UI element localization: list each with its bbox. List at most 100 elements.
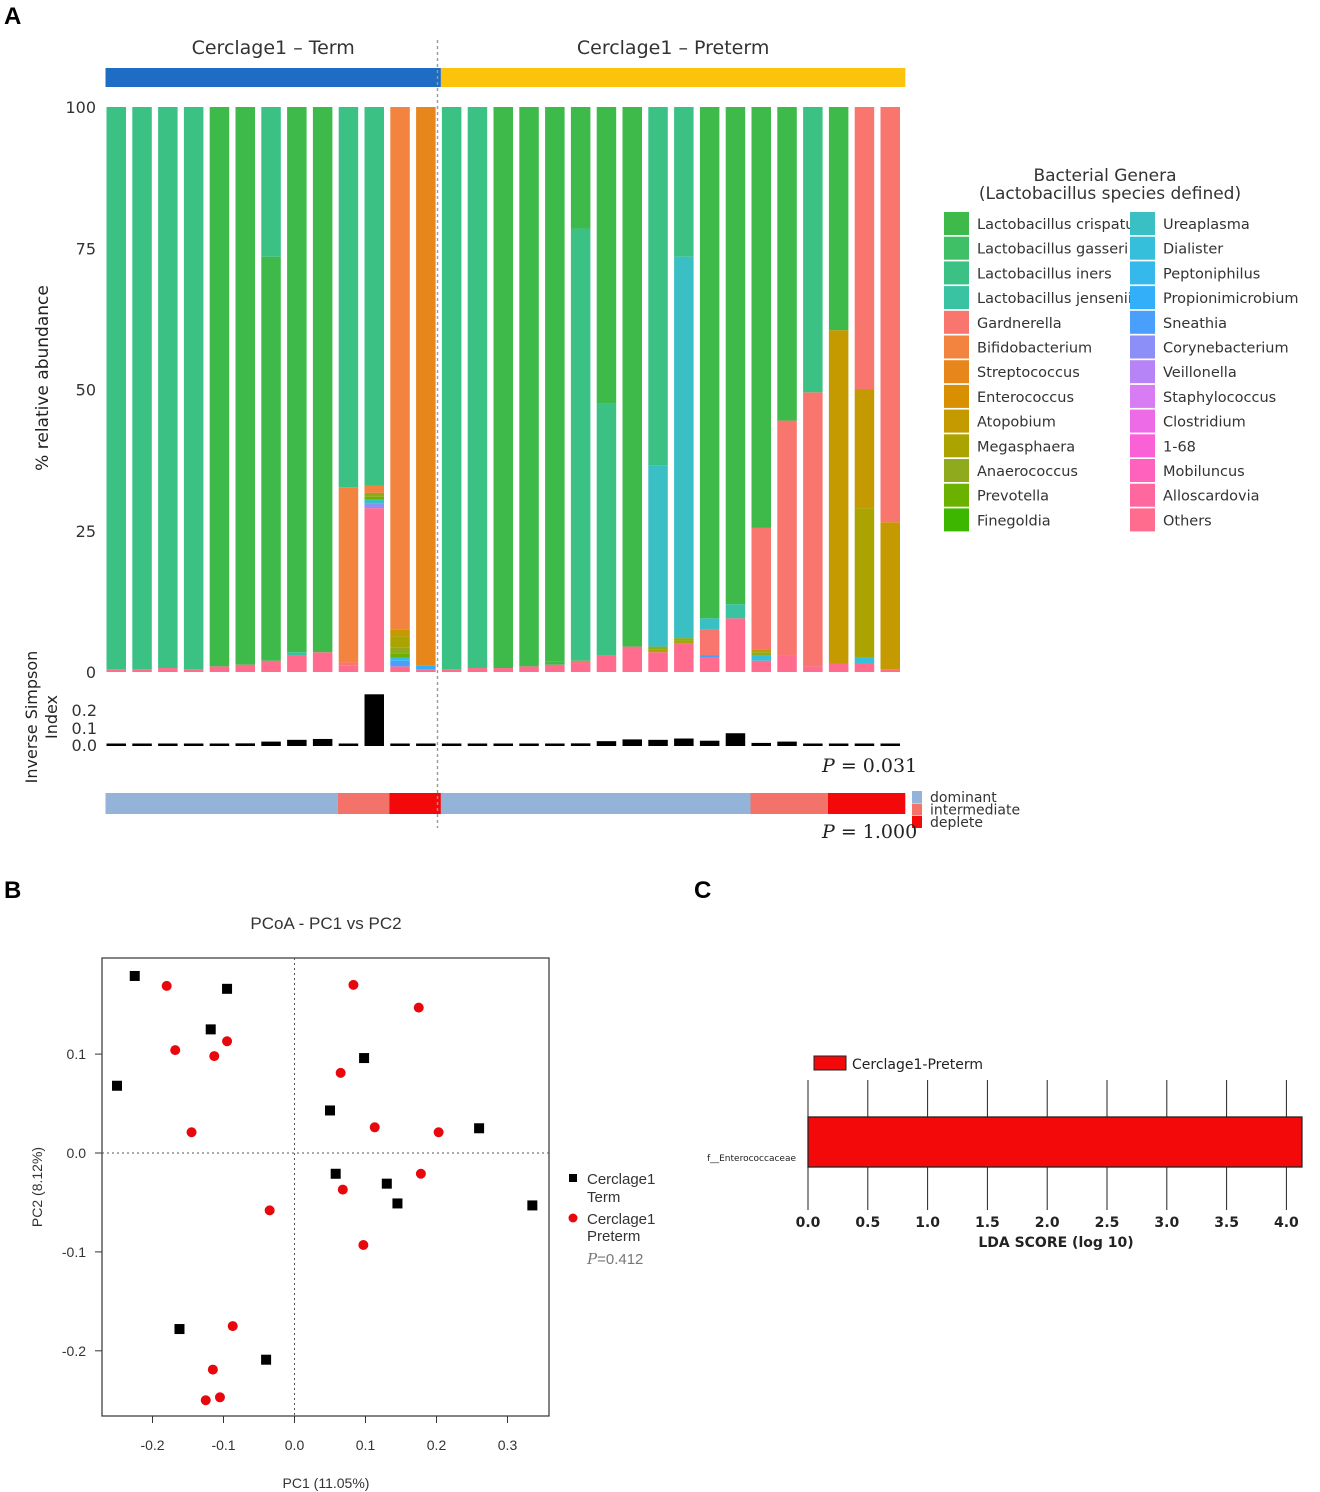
lda-x-tick-label: 1.0 bbox=[915, 1215, 940, 1231]
pcoa-x-tick-label: 0.0 bbox=[285, 1437, 305, 1453]
bar-segment bbox=[751, 652, 771, 656]
diversity-bar bbox=[622, 739, 642, 746]
bar-segment bbox=[519, 107, 539, 667]
stacked-bar-31 bbox=[880, 107, 900, 672]
legend-label: Lactobacillus crispatus bbox=[977, 217, 1142, 233]
group-header-bar-1 bbox=[440, 68, 906, 87]
legend-label: Ureaplasma bbox=[1163, 217, 1250, 233]
diversity-bar bbox=[493, 743, 513, 746]
bar-segment bbox=[854, 663, 875, 672]
lda-x-tick-label: 2.0 bbox=[1035, 1215, 1060, 1231]
bar-segment bbox=[570, 228, 591, 661]
cst-legend-swatch-dominant bbox=[912, 791, 922, 803]
bar-segment bbox=[725, 107, 746, 605]
bar-segment bbox=[699, 107, 720, 619]
legend-term-label-1: Cerclage1 bbox=[587, 1171, 655, 1188]
bar-segment bbox=[648, 465, 668, 647]
diversity-bar bbox=[570, 743, 591, 746]
stacked-bar-29 bbox=[828, 107, 849, 672]
bar-segment bbox=[493, 107, 513, 669]
legend-swatch bbox=[944, 409, 969, 433]
bar-segment bbox=[622, 646, 642, 672]
diversity-bar bbox=[183, 743, 204, 746]
bar-segment bbox=[777, 420, 797, 656]
stacked-bar-21 bbox=[622, 107, 642, 672]
panel-a-stacked-bar-chart: Cerclage1 – Term Cerclage1 – Preterm 0 25 5… bbox=[22, 37, 1299, 843]
legend-swatch bbox=[944, 212, 969, 235]
legend-item: Finegoldia bbox=[944, 508, 1051, 532]
pcoa-x-tick-label: 0.1 bbox=[356, 1437, 376, 1453]
point-preterm bbox=[433, 1127, 444, 1138]
bar-segment bbox=[699, 655, 720, 658]
legend-item: Propionimicrobium bbox=[1130, 286, 1299, 310]
bar-segment bbox=[674, 256, 694, 639]
legend-label: Atopobium bbox=[977, 415, 1056, 431]
bar-segment bbox=[106, 669, 126, 672]
diversity-y-tick: 0.0 bbox=[72, 736, 97, 755]
diversity-bar bbox=[725, 733, 746, 746]
legend-label: Veillonella bbox=[1163, 365, 1237, 381]
bar-segment bbox=[751, 649, 771, 653]
point-preterm bbox=[369, 1122, 380, 1133]
inverse-simpson-axis: 0.00.10.2 bbox=[72, 701, 97, 755]
bar-segment bbox=[390, 629, 410, 637]
legend-label: 1-68 bbox=[1163, 439, 1196, 455]
bar-segment bbox=[441, 669, 462, 672]
diversity-bar bbox=[699, 740, 720, 746]
point-preterm bbox=[214, 1392, 225, 1403]
legend-item: 1-68 bbox=[1130, 434, 1196, 458]
point-term bbox=[205, 1024, 216, 1035]
bar-segment bbox=[261, 660, 281, 672]
legend-item: Sneathia bbox=[1130, 310, 1227, 334]
diversity-bar bbox=[467, 743, 488, 746]
legend-label: Mobiluncus bbox=[1163, 464, 1245, 480]
stacked-bar-12 bbox=[390, 107, 410, 672]
legend-swatch bbox=[944, 483, 969, 507]
point-preterm bbox=[209, 1051, 220, 1062]
group-header-label-0: Cerclage1 – Term bbox=[192, 37, 355, 59]
legend-item: Lactobacillus crispatus bbox=[944, 212, 1142, 235]
bar-segment bbox=[158, 107, 178, 669]
bar-segment bbox=[364, 503, 384, 509]
legend-item: Megasphaera bbox=[944, 434, 1075, 458]
diversity-bar bbox=[209, 743, 230, 746]
bar-segment bbox=[416, 107, 436, 666]
abundance-y-tick-75: 75 bbox=[76, 239, 96, 258]
legend-item: Prevotella bbox=[944, 483, 1049, 507]
point-term bbox=[381, 1178, 392, 1189]
bar-segment bbox=[570, 663, 591, 672]
bar-segment bbox=[648, 649, 668, 653]
bar-segment bbox=[674, 643, 694, 672]
diversity-bar bbox=[441, 743, 462, 746]
bar-segment bbox=[132, 669, 152, 672]
legend-item: Veillonella bbox=[1130, 360, 1237, 384]
lda-x-tick-label: 4.0 bbox=[1274, 1215, 1299, 1231]
point-term bbox=[129, 970, 140, 981]
point-term bbox=[325, 1105, 335, 1116]
legend-swatch bbox=[1130, 261, 1155, 285]
bar-segment bbox=[209, 666, 230, 672]
legend-label: Others bbox=[1163, 513, 1212, 529]
diversity-bar bbox=[803, 743, 823, 746]
lda-x-tick-label: 2.5 bbox=[1095, 1215, 1120, 1231]
legend-swatch bbox=[1130, 286, 1155, 310]
point-preterm bbox=[186, 1127, 197, 1138]
cst-legend-swatch-intermediate bbox=[912, 803, 922, 816]
stacked-bar-26 bbox=[751, 107, 771, 672]
cst-segment-intermediate bbox=[750, 793, 828, 814]
legend-label: Megasphaera bbox=[977, 439, 1075, 455]
legend-swatch bbox=[1130, 212, 1155, 235]
diversity-bar bbox=[235, 743, 255, 746]
inverse-simpson-p-value: P = 0.031 bbox=[821, 755, 917, 777]
bar-segment bbox=[364, 107, 384, 486]
legend-label: Propionimicrobium bbox=[1163, 291, 1299, 307]
point-preterm bbox=[161, 980, 172, 991]
bar-segment bbox=[390, 107, 410, 630]
pcoa-y-tick-label: -0.1 bbox=[62, 1244, 86, 1260]
point-term bbox=[112, 1080, 122, 1091]
stacked-bar-8 bbox=[287, 107, 307, 672]
legend-label: Streptococcus bbox=[977, 365, 1080, 381]
bar-segment bbox=[235, 107, 255, 665]
legend-swatch bbox=[944, 384, 969, 408]
stacked-bar-5 bbox=[209, 107, 230, 672]
